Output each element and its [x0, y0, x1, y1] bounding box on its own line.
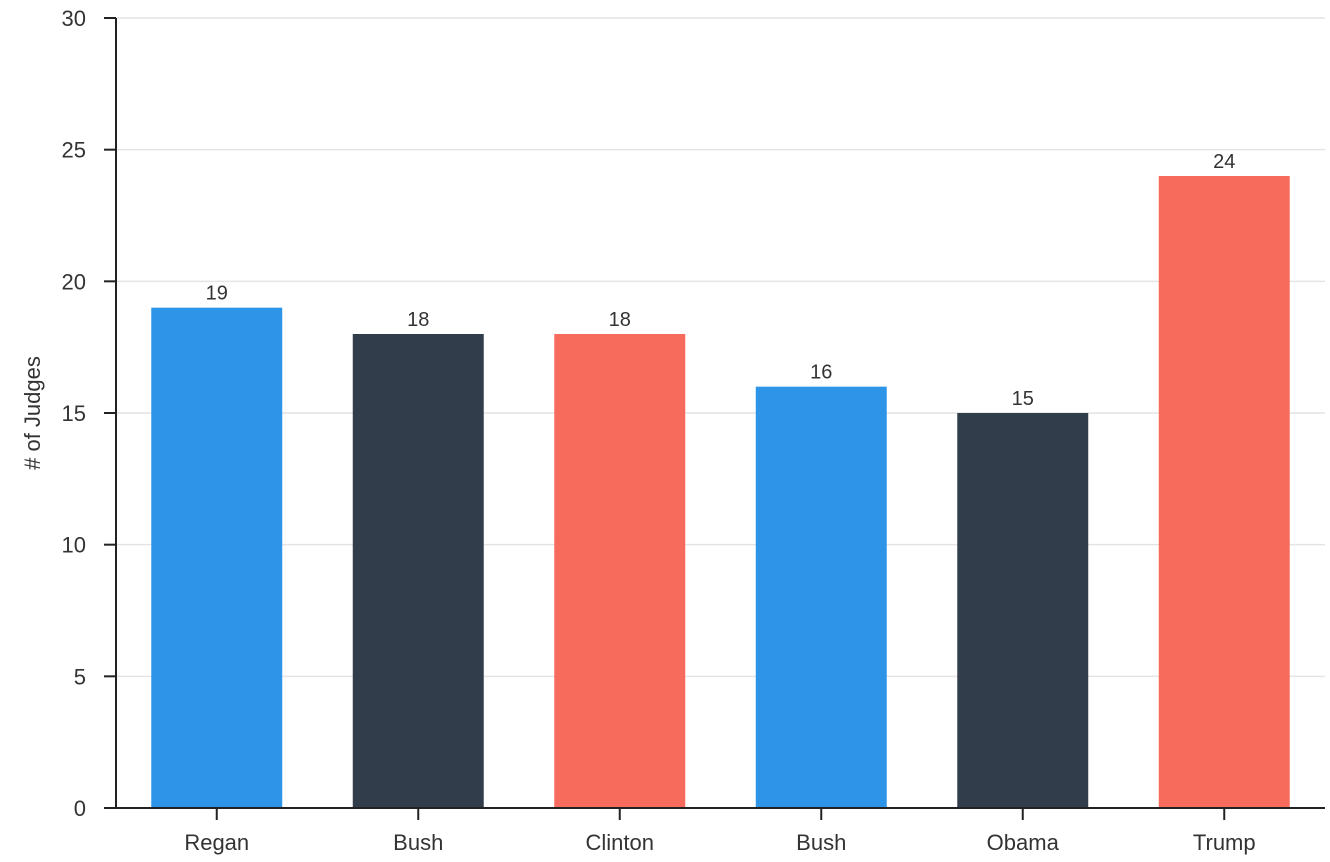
- x-tick-label: Regan: [184, 830, 249, 855]
- bars: [151, 176, 1290, 808]
- data-label: 19: [206, 283, 228, 305]
- bar: [352, 334, 484, 808]
- data-label: 18: [407, 309, 429, 331]
- y-tick-label: 15: [62, 401, 86, 426]
- grid-lines: [116, 17, 1325, 678]
- data-label: 15: [1012, 388, 1034, 410]
- y-tick-label: 5: [74, 664, 86, 689]
- data-label: 18: [609, 309, 631, 331]
- x-axis: Regan Bush Clinton Bush Obama Trump: [116, 807, 1325, 855]
- data-label: 16: [810, 362, 832, 384]
- y-tick-label: 30: [62, 6, 86, 31]
- y-tick-label: 25: [62, 138, 86, 163]
- y-tick-label: 20: [62, 269, 86, 294]
- data-label: 24: [1213, 151, 1235, 173]
- x-tick-label: Trump: [1193, 830, 1256, 855]
- x-tick-label: Clinton: [586, 830, 654, 855]
- y-axis: 0 5 10 15 20 25 30: [62, 6, 117, 821]
- bar: [554, 334, 686, 808]
- y-tick-label: 0: [74, 796, 86, 821]
- data-labels: 19 18 18 16 15 24: [206, 151, 1236, 410]
- y-axis-title: # of Judges: [20, 356, 45, 470]
- bar: [957, 413, 1089, 808]
- y-tick-label: 10: [62, 533, 86, 558]
- bar: [1158, 176, 1290, 808]
- x-tick-label: Obama: [987, 830, 1060, 855]
- bar: [151, 307, 283, 808]
- x-tick-label: Bush: [393, 830, 443, 855]
- x-tick-label: Bush: [796, 830, 846, 855]
- bar: [755, 386, 887, 808]
